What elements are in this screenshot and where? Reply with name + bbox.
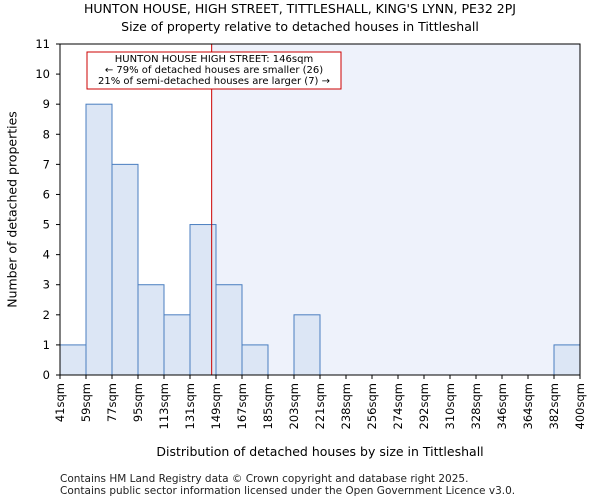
x-tick-label: 77sqm bbox=[105, 383, 119, 422]
x-tick-label: 292sqm bbox=[417, 383, 431, 429]
y-axis-label: Number of detached properties bbox=[5, 111, 20, 308]
chart-title: HUNTON HOUSE, HIGH STREET, TITTLESHALL, … bbox=[84, 1, 516, 16]
y-tick-label: 4 bbox=[43, 248, 50, 262]
x-tick-label: 256sqm bbox=[365, 383, 379, 429]
chart-subtitle: Size of property relative to detached ho… bbox=[121, 19, 479, 34]
annotation-line-1: HUNTON HOUSE HIGH STREET: 146sqm bbox=[115, 54, 313, 65]
x-tick-label: 400sqm bbox=[573, 383, 587, 429]
x-tick-label: 41sqm bbox=[53, 383, 67, 422]
y-tick-label: 7 bbox=[43, 157, 50, 171]
x-tick-label: 328sqm bbox=[469, 383, 483, 429]
x-tick-label: 274sqm bbox=[391, 383, 405, 429]
footer-line-2: Contains public sector information licen… bbox=[60, 485, 516, 497]
bar-203sqm bbox=[293, 314, 321, 376]
bar-59sqm bbox=[85, 103, 113, 376]
bar-113sqm bbox=[163, 314, 191, 376]
footer-line-1: Contains HM Land Registry data © Crown c… bbox=[60, 473, 469, 485]
bar-167sqm bbox=[241, 344, 269, 376]
x-tick-label: 203sqm bbox=[287, 383, 301, 429]
y-tick-label: 5 bbox=[43, 218, 50, 232]
x-tick-label: 382sqm bbox=[547, 383, 561, 429]
bars-group bbox=[59, 103, 581, 376]
x-tick-label: 238sqm bbox=[339, 383, 353, 429]
x-tick-label: 185sqm bbox=[261, 383, 275, 429]
x-tick-label: 59sqm bbox=[79, 383, 93, 422]
x-tick-label: 310sqm bbox=[443, 383, 457, 429]
y-tick-label: 11 bbox=[35, 37, 50, 51]
y-axis-ticks: 0 1 2 3 4 5 6 7 8 9 10 11 bbox=[35, 37, 60, 382]
y-tick-label: 2 bbox=[43, 308, 50, 322]
x-tick-label: 364sqm bbox=[521, 383, 535, 429]
x-tick-label: 113sqm bbox=[157, 383, 171, 429]
x-axis-ticks: 41sqm 59sqm 77sqm 95sqm 113sqm 131sqm 149sqm 16… bbox=[53, 375, 587, 429]
y-tick-label: 10 bbox=[35, 67, 50, 81]
y-tick-label: 9 bbox=[43, 97, 50, 111]
bar-77sqm bbox=[111, 163, 139, 376]
bar-382sqm bbox=[553, 344, 581, 376]
x-tick-label: 346sqm bbox=[495, 383, 509, 429]
x-tick-label: 221sqm bbox=[313, 383, 327, 429]
x-tick-label: 167sqm bbox=[235, 383, 249, 429]
x-tick-label: 131sqm bbox=[183, 383, 197, 429]
bar-41sqm bbox=[59, 344, 87, 376]
annotation-line-2: ← 79% of detached houses are smaller (26… bbox=[105, 65, 323, 76]
larger-region-highlight bbox=[211, 44, 580, 375]
y-tick-label: 1 bbox=[43, 338, 50, 352]
annotation-box: HUNTON HOUSE HIGH STREET: 146sqm ← 79% o… bbox=[86, 51, 342, 90]
bar-95sqm bbox=[137, 284, 165, 376]
y-tick-label: 6 bbox=[43, 187, 50, 201]
x-tick-label: 95sqm bbox=[131, 383, 145, 422]
y-tick-label: 8 bbox=[43, 127, 50, 141]
x-axis-label: Distribution of detached houses by size … bbox=[156, 444, 483, 459]
y-tick-label: 0 bbox=[43, 368, 50, 382]
y-tick-label: 3 bbox=[43, 278, 50, 292]
bar-149sqm bbox=[215, 284, 243, 376]
annotation-line-3: 21% of semi-detached houses are larger (… bbox=[98, 76, 330, 87]
x-tick-label: 149sqm bbox=[209, 383, 223, 429]
annotation-box-frame bbox=[86, 51, 342, 90]
